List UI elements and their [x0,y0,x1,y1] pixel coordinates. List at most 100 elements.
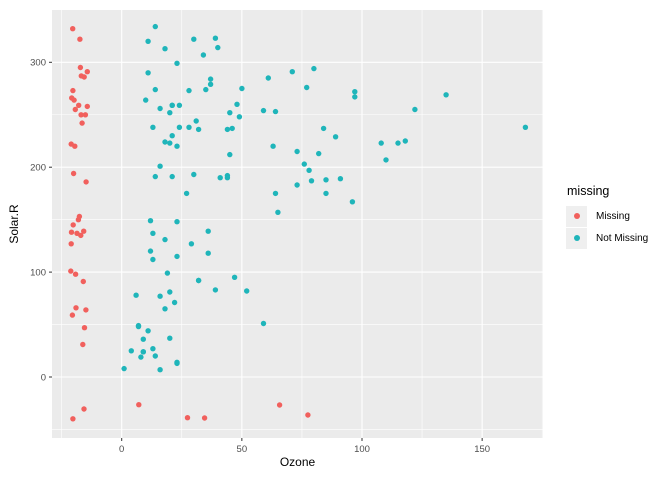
data-point-not-missing [171,299,178,306]
data-point-not-missing [157,293,163,299]
data-point-missing [305,412,311,418]
data-point-missing [68,241,74,247]
data-point-not-missing [332,134,339,140]
data-point-not-missing [352,94,358,100]
data-point-not-missing [169,133,175,139]
data-point-not-missing [224,126,231,133]
data-point-missing [72,271,79,277]
data-point-not-missing [323,190,329,197]
data-point-not-missing [167,289,173,295]
data-point-not-missing [150,230,156,236]
y-tick-label: 300 [30,58,46,69]
data-point-not-missing [167,335,173,341]
data-point-missing [84,103,91,110]
data-point-not-missing [217,175,223,181]
data-point-not-missing [157,105,163,112]
legend-item-not-missing: Not Missing [566,227,648,249]
data-point-not-missing [176,124,183,130]
data-point-not-missing [200,52,207,58]
data-point-not-missing [121,365,127,372]
y-tick-label: 200 [30,163,46,174]
data-point-not-missing [162,236,168,243]
y-axis-title: Solar.R [7,204,21,244]
data-point-missing [136,402,142,408]
data-point-not-missing [270,143,276,149]
data-point-not-missing [304,84,310,91]
x-tick-label: 150 [474,444,490,455]
data-point-missing [70,170,77,177]
data-point-not-missing [234,101,240,108]
data-point-missing [83,179,89,185]
x-axis-title: Ozone [279,455,316,469]
data-point-not-missing [227,110,233,116]
data-point-missing [71,97,77,103]
y-tick-label: 0 [41,372,46,383]
data-point-not-missing [147,248,154,254]
data-point-missing [81,228,87,234]
data-point-not-missing [152,353,158,359]
data-point-not-missing [229,125,235,132]
data-point-missing [83,307,89,313]
data-point-not-missing [140,336,146,342]
legend-item-missing: Missing [566,205,648,227]
data-point-not-missing [272,190,279,197]
data-point-not-missing [162,46,168,52]
data-point-not-missing [215,44,221,51]
data-point-not-missing [308,178,315,184]
data-point-missing [68,268,74,274]
data-point-not-missing [145,70,151,76]
data-point-not-missing [176,102,183,109]
data-point-not-missing [186,124,192,130]
data-point-missing [77,64,84,71]
data-point-not-missing [412,106,418,113]
data-point-missing [81,406,87,412]
not-missing-point-icon [573,235,580,241]
data-point-not-missing [306,167,312,173]
data-point-not-missing [164,270,171,276]
data-point-not-missing [378,140,384,146]
data-point-not-missing [152,86,158,93]
data-point-missing [81,325,88,331]
x-tick-label: 50 [237,444,248,455]
data-point-missing [70,26,76,32]
data-point-not-missing [316,150,322,157]
data-point-not-missing [191,36,197,42]
data-point-not-missing [167,110,173,116]
data-point-not-missing [150,346,156,352]
y-tick-label: 100 [30,268,46,279]
legend-key [566,205,587,227]
plot-panel [52,10,543,438]
data-point-missing [70,416,76,422]
legend-label: Missing [596,210,630,222]
data-point-not-missing [443,92,449,98]
data-point-not-missing [195,277,202,284]
data-point-not-missing [145,38,151,44]
data-point-not-missing [147,218,154,224]
data-point-missing [184,415,191,421]
data-point-not-missing [174,60,180,66]
missing-point-icon [573,213,580,219]
data-point-not-missing [522,124,529,130]
data-point-not-missing [140,349,146,355]
data-point-missing [76,102,82,109]
data-point-not-missing [162,139,168,145]
data-point-not-missing [150,124,156,130]
data-point-not-missing [157,163,163,169]
data-point-missing [201,415,208,421]
legend: missing Missing Not Missing [566,184,648,249]
data-point-not-missing [138,354,144,360]
data-point-not-missing [224,175,231,181]
data-point-not-missing [169,102,175,109]
data-point-not-missing [402,138,408,144]
data-point-not-missing [174,143,180,149]
legend-title: missing [567,184,610,198]
data-point-missing [276,402,283,408]
data-point-not-missing [157,367,163,373]
data-point-missing [82,112,89,118]
data-point-not-missing [320,125,327,132]
data-point-not-missing [207,76,214,82]
data-point-missing [81,74,87,80]
data-point-not-missing [260,320,267,327]
data-point-missing [78,232,84,239]
